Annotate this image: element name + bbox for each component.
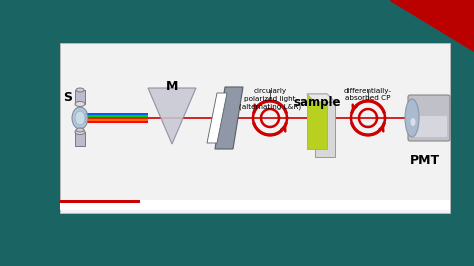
Bar (60, 43, 450, 213)
Polygon shape (307, 94, 335, 102)
Ellipse shape (75, 111, 85, 125)
Polygon shape (215, 87, 243, 149)
Bar (75, 90, 85, 104)
Polygon shape (390, 0, 474, 51)
Ellipse shape (76, 88, 84, 92)
Bar (75, 132, 85, 146)
Ellipse shape (405, 99, 419, 137)
Text: S: S (64, 91, 73, 104)
Bar (307, 94, 327, 149)
Ellipse shape (76, 128, 84, 132)
Ellipse shape (72, 107, 88, 129)
Ellipse shape (75, 102, 85, 106)
Text: PMT: PMT (410, 154, 440, 167)
Ellipse shape (410, 118, 416, 126)
Text: differentially-
absorbed CP: differentially- absorbed CP (344, 88, 392, 102)
Bar (60, 200, 450, 210)
FancyBboxPatch shape (408, 95, 450, 141)
FancyBboxPatch shape (411, 116, 447, 137)
Text: circularly
polarized light
(alternating L&R): circularly polarized light (alternating … (239, 88, 301, 110)
Polygon shape (207, 93, 227, 143)
Text: sample: sample (293, 96, 341, 109)
Polygon shape (307, 94, 335, 102)
Bar (315, 102, 335, 157)
Bar (60, 200, 140, 203)
Polygon shape (148, 88, 196, 144)
Text: M: M (166, 80, 178, 93)
Ellipse shape (75, 130, 85, 135)
